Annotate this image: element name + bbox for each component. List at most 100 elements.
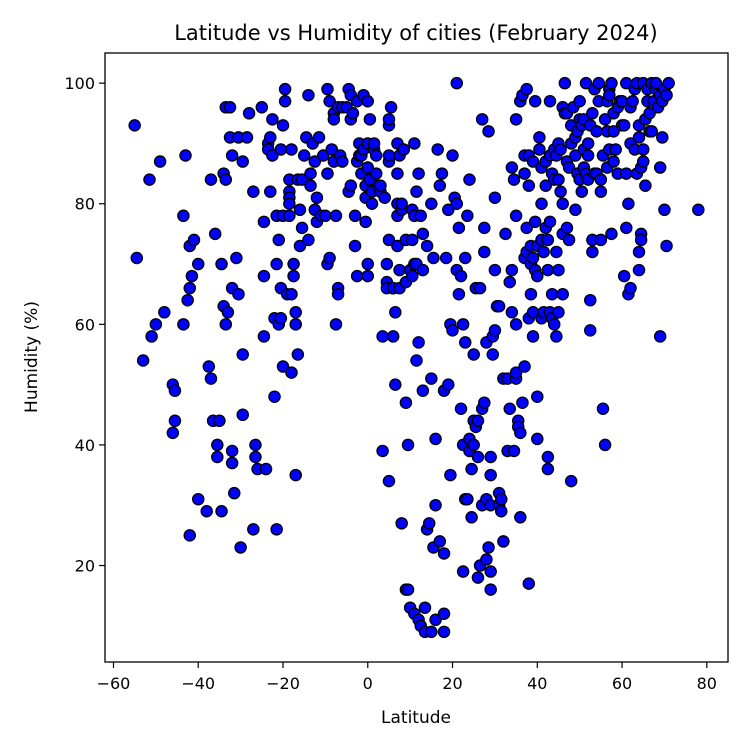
- data-point: [624, 281, 637, 295]
- data-point: [692, 203, 705, 217]
- data-point: [264, 185, 277, 198]
- data-point: [539, 179, 553, 192]
- x-tick-label: −20: [266, 674, 300, 693]
- data-point: [620, 167, 633, 180]
- x-tick-label: 40: [527, 674, 547, 693]
- data-point: [520, 221, 533, 235]
- data-point: [397, 143, 411, 156]
- data-point: [321, 82, 334, 96]
- data-point: [554, 143, 567, 156]
- data-point: [533, 131, 546, 144]
- data-point: [416, 227, 430, 241]
- data-point: [456, 318, 470, 331]
- data-point: [168, 414, 182, 428]
- data-point: [516, 396, 529, 409]
- y-axis-ticks: 20 40 60 80 100: [64, 74, 105, 576]
- data-point: [450, 76, 464, 90]
- data-point: [211, 438, 224, 452]
- data-point: [302, 233, 315, 247]
- data-point: [581, 149, 595, 162]
- data-point: [484, 565, 497, 578]
- data-point: [556, 197, 569, 210]
- data-point: [598, 113, 612, 126]
- data-point: [482, 125, 495, 138]
- data-point: [406, 233, 419, 247]
- data-point: [579, 76, 593, 90]
- data-point: [289, 468, 302, 482]
- data-point: [636, 143, 650, 156]
- data-point: [291, 348, 305, 361]
- data-point: [361, 94, 375, 108]
- data-point: [391, 239, 404, 253]
- data-point: [425, 372, 438, 385]
- data-point: [323, 94, 336, 108]
- data-point: [295, 221, 309, 235]
- data-point: [401, 583, 415, 596]
- data-point: [552, 263, 565, 277]
- data-point: [435, 167, 449, 180]
- data-point: [465, 511, 478, 524]
- plot-frame: [104, 52, 729, 663]
- data-point: [526, 330, 540, 343]
- data-point: [458, 336, 472, 349]
- data-point: [213, 414, 226, 428]
- data-point: [183, 281, 197, 295]
- data-point: [168, 384, 182, 397]
- data-point: [384, 101, 398, 114]
- data-point: [653, 161, 667, 174]
- data-point: [406, 269, 419, 283]
- y-axis-label: Humidity (%): [22, 301, 42, 413]
- data-point: [378, 191, 391, 204]
- data-point: [427, 251, 440, 265]
- data-point: [471, 414, 485, 428]
- data-point: [425, 625, 438, 639]
- data-point: [620, 221, 633, 235]
- data-point: [594, 173, 608, 186]
- data-point: [543, 94, 557, 108]
- data-point: [219, 173, 233, 186]
- data-point: [382, 149, 396, 162]
- data-point: [204, 173, 218, 186]
- data-point: [191, 257, 205, 271]
- data-point: [270, 523, 283, 536]
- data-point: [348, 209, 362, 223]
- data-point: [285, 287, 298, 301]
- data-point: [509, 209, 523, 223]
- data-point: [361, 161, 375, 174]
- data-point: [433, 535, 447, 548]
- data-point: [283, 209, 296, 223]
- data-point: [228, 486, 241, 500]
- data-point: [232, 287, 245, 301]
- data-point: [236, 348, 249, 361]
- data-point: [200, 505, 213, 518]
- data-point: [509, 366, 523, 379]
- data-point: [376, 330, 389, 343]
- data-point: [130, 251, 144, 265]
- data-point: [285, 143, 298, 156]
- data-point: [276, 360, 290, 373]
- data-point: [425, 197, 438, 210]
- data-point: [507, 173, 521, 186]
- data-point: [266, 149, 279, 162]
- data-point: [274, 143, 288, 156]
- data-point: [376, 444, 389, 458]
- data-point: [442, 203, 455, 217]
- data-point: [461, 492, 474, 506]
- data-point: [518, 360, 531, 373]
- data-point: [143, 173, 156, 186]
- data-point: [276, 119, 290, 132]
- data-point: [590, 125, 603, 138]
- data-point: [662, 76, 675, 90]
- data-point: [639, 179, 652, 192]
- data-point: [605, 76, 618, 90]
- data-point: [414, 209, 427, 223]
- data-point: [463, 173, 476, 186]
- data-point: [596, 402, 610, 415]
- data-point: [247, 523, 260, 536]
- data-point: [395, 517, 408, 530]
- data-point: [492, 299, 506, 313]
- data-point: [444, 468, 457, 482]
- data-point: [584, 324, 597, 337]
- data-point: [395, 197, 408, 210]
